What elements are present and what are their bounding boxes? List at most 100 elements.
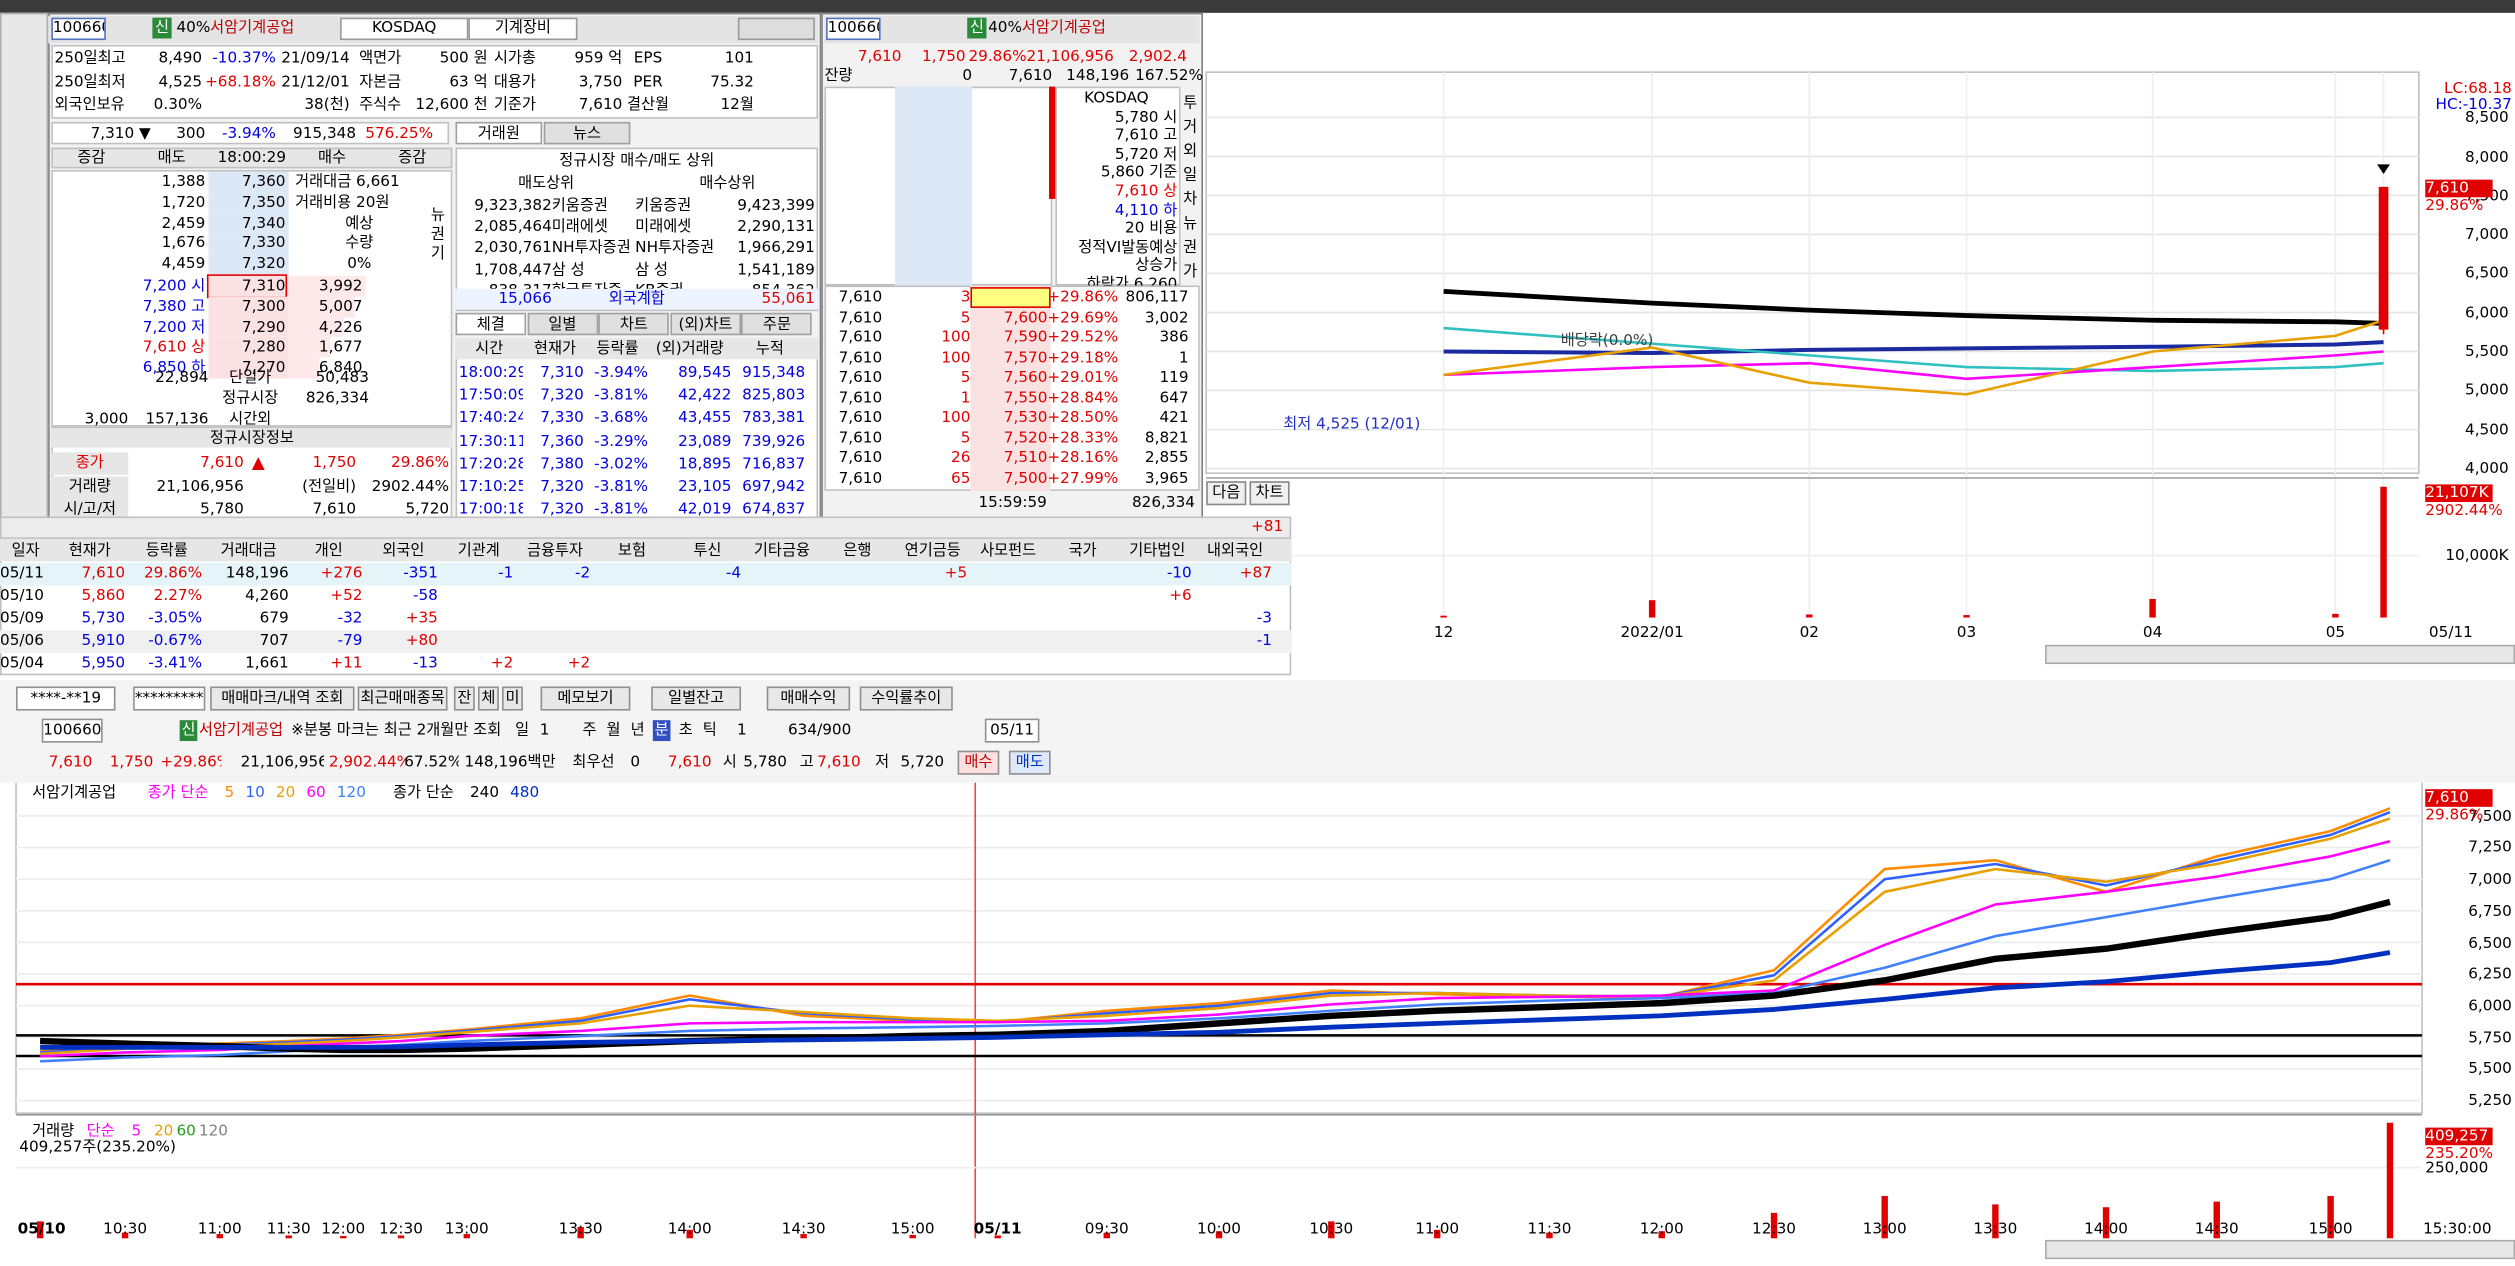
toolbar-item[interactable]: 100660	[43, 721, 102, 740]
info-cell: 자본금	[359, 72, 402, 91]
toolbar-item[interactable]: 년	[630, 721, 645, 740]
tab-label[interactable]: 일별	[548, 315, 577, 334]
toolbar-item: ※분봉 마크는 최근 2개월만 조회	[291, 721, 502, 740]
hoga-summary: 157,136	[145, 409, 209, 428]
investor-header: 외국인	[382, 542, 425, 560]
side-tab[interactable]: 외	[1183, 142, 1198, 161]
toolbar-label[interactable]: ****-**19	[30, 689, 102, 708]
toolbar-item[interactable]: 신	[179, 720, 198, 742]
y-tick-label: 6,250	[2468, 966, 2512, 984]
toolbar-quote[interactable]: 매도	[1015, 753, 1044, 772]
order-cell: 5	[960, 429, 971, 447]
tab[interactable]	[455, 312, 527, 336]
tab-label[interactable]: 주문	[762, 315, 791, 334]
broker-header: 매도상위	[518, 174, 575, 193]
toolbar-button[interactable]	[16, 686, 116, 711]
toolbar-button[interactable]	[210, 686, 355, 711]
side-tab[interactable]: 뉴	[1183, 214, 1198, 233]
volume-legend: 5	[131, 1122, 142, 1141]
side-tab[interactable]: 기	[430, 245, 445, 264]
tab[interactable]	[543, 121, 631, 145]
toolbar-label[interactable]: 수익률추이	[871, 689, 942, 708]
toolbar-item[interactable]: 분	[652, 720, 671, 742]
toolbar-label[interactable]: *********	[134, 689, 204, 708]
toolbar-item[interactable]: 일	[515, 721, 530, 740]
toolbar-button[interactable]	[133, 686, 206, 711]
toolbar-item[interactable]: 634/900	[787, 721, 852, 740]
x-tick-label: 15:30:00	[2423, 1220, 2492, 1239]
toolbar-quote[interactable]: 매수	[964, 753, 993, 772]
toolbar-button[interactable]	[859, 686, 953, 711]
input-box[interactable]	[41, 718, 103, 743]
chart-scrollbar[interactable]	[2045, 644, 2515, 665]
volume-last: 21,107K	[2425, 484, 2489, 503]
toolbar-label[interactable]: 미	[505, 689, 520, 708]
tab-label[interactable]: 거래원	[477, 125, 520, 143]
stock-code[interactable]: 100660	[827, 19, 879, 37]
chart-button[interactable]	[1206, 481, 1247, 506]
regular-title: 정규시장정보	[209, 429, 294, 448]
toolbar-label[interactable]: 최근매매종목	[360, 689, 445, 708]
toolbar-label[interactable]: 체	[481, 689, 496, 708]
tab[interactable]	[598, 312, 670, 336]
code-input[interactable]	[826, 17, 881, 41]
toolbar-button[interactable]	[357, 686, 448, 711]
input-box[interactable]	[984, 718, 1040, 743]
tab[interactable]	[741, 312, 813, 336]
tab[interactable]	[527, 312, 598, 336]
toolbar-item[interactable]: 초	[678, 721, 693, 740]
toolbar-item[interactable]: 서암기계공업	[198, 721, 283, 740]
toolbar-button[interactable]	[651, 686, 742, 711]
toolbar-button[interactable]	[502, 686, 523, 711]
tab-label[interactable]: 체결	[476, 315, 505, 334]
broker-cell: 1,708,447	[474, 260, 552, 279]
toolbar-label[interactable]: 일별잔고	[668, 689, 725, 708]
tab[interactable]	[455, 121, 543, 145]
tool-buttons[interactable]	[737, 17, 815, 41]
toolbar-button[interactable]	[540, 686, 631, 711]
order-footer: 15:59:59	[978, 494, 1047, 512]
tick-cell: 7,380	[540, 455, 584, 473]
toolbar-label[interactable]: 잔	[457, 689, 472, 708]
side-tab[interactable]: 뉴	[430, 206, 445, 225]
side-tab[interactable]: 가	[1183, 263, 1198, 281]
side-tab[interactable]: 투	[1183, 94, 1198, 113]
x-tick-label: 10:30	[1309, 1220, 1354, 1239]
toolbar-button[interactable]	[477, 686, 499, 711]
chart-scrollbar[interactable]	[2045, 1239, 2515, 1260]
regular-cell: 5,780	[200, 500, 244, 519]
side-tab[interactable]: 일	[1183, 166, 1198, 185]
trade-button[interactable]	[1008, 750, 1051, 775]
toolbar-button[interactable]	[453, 686, 475, 711]
y-tick-label: 6,000	[2468, 997, 2512, 1016]
toolbar-label[interactable]: 매매수익	[780, 689, 837, 708]
toolbar-label[interactable]: 메모보기	[557, 689, 614, 708]
toolbar-label[interactable]: 매매마크/내역 조회	[221, 689, 344, 708]
tab-label[interactable]: 뉴스	[573, 125, 602, 143]
toolbar-button[interactable]	[766, 686, 851, 711]
side-tab[interactable]: 거	[1183, 118, 1198, 137]
side-tab[interactable]: 차	[1183, 190, 1198, 209]
side-tab[interactable]: 권	[430, 226, 445, 244]
toolbar-item[interactable]: 월	[606, 721, 621, 740]
investor-cell: -4	[725, 564, 742, 583]
toolbar-item[interactable]: 1	[736, 721, 747, 740]
code-input[interactable]	[51, 17, 106, 41]
investor-cell: 2.27%	[153, 587, 203, 605]
order-cell: +28.16%	[1047, 449, 1118, 467]
tab[interactable]	[670, 312, 741, 336]
chart-button[interactable]	[1249, 481, 1290, 506]
tab-label[interactable]: 차트	[619, 315, 648, 334]
volume-bar	[2102, 1207, 2110, 1239]
trade-button[interactable]	[957, 750, 1000, 775]
stock-code[interactable]: 100660	[52, 19, 104, 37]
chart-button-label[interactable]: 차트	[1255, 484, 1284, 503]
toolbar-item[interactable]: 주	[582, 721, 597, 740]
toolbar-item[interactable]: 1	[539, 721, 550, 740]
side-tab[interactable]: 권	[1183, 238, 1198, 257]
tab-label[interactable]: (외)차트	[678, 315, 733, 334]
chart-button-label[interactable]: 다음	[1212, 484, 1241, 503]
toolbar-item[interactable]: 05/11	[990, 721, 1035, 740]
bid-price-cell	[208, 337, 289, 358]
toolbar-item[interactable]: 틱	[702, 721, 717, 740]
